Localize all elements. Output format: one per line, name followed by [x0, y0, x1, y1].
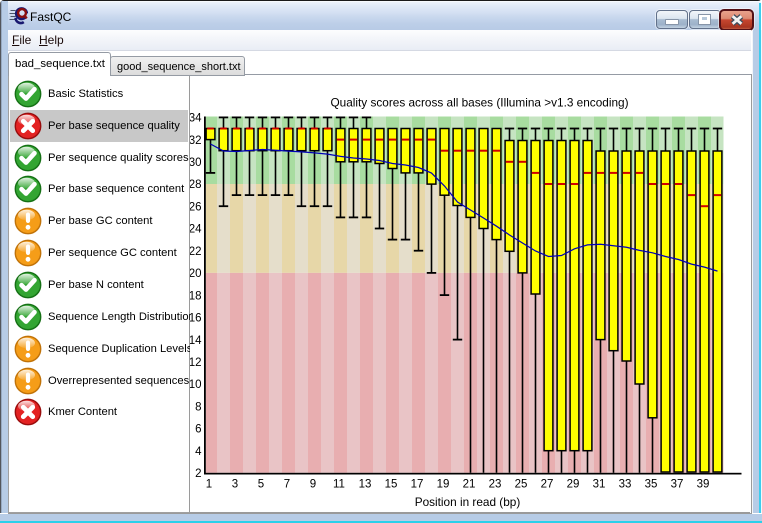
svg-text:3: 3: [232, 479, 238, 491]
svg-text:4: 4: [195, 446, 202, 458]
svg-text:37: 37: [671, 479, 684, 491]
svg-text:31: 31: [593, 479, 606, 491]
svg-text:35: 35: [645, 479, 658, 491]
svg-text:Quality scores across all base: Quality scores across all bases (Illumin…: [330, 95, 628, 109]
svg-text:15: 15: [385, 479, 398, 491]
svg-text:34: 34: [190, 113, 202, 125]
svg-text:39: 39: [697, 479, 710, 491]
svg-text:25: 25: [515, 479, 528, 491]
svg-text:7: 7: [284, 479, 290, 491]
svg-text:33: 33: [619, 479, 632, 491]
svg-text:11: 11: [333, 479, 345, 491]
svg-text:29: 29: [567, 479, 580, 491]
svg-text:10: 10: [190, 379, 202, 391]
svg-text:12: 12: [190, 357, 202, 369]
svg-text:20: 20: [190, 268, 202, 280]
svg-text:8: 8: [195, 401, 201, 413]
svg-text:9: 9: [310, 479, 316, 491]
svg-text:14: 14: [190, 335, 202, 347]
svg-text:22: 22: [190, 246, 202, 258]
svg-text:21: 21: [463, 479, 476, 491]
svg-text:6: 6: [195, 424, 201, 436]
svg-text:Position in read (bp): Position in read (bp): [415, 495, 521, 509]
svg-text:16: 16: [190, 313, 202, 325]
svg-text:13: 13: [359, 479, 372, 491]
svg-text:19: 19: [437, 479, 450, 491]
svg-text:32: 32: [190, 135, 202, 147]
svg-text:1: 1: [206, 479, 212, 491]
svg-text:5: 5: [258, 479, 264, 491]
svg-text:23: 23: [489, 479, 502, 491]
svg-text:28: 28: [190, 179, 202, 191]
svg-text:30: 30: [190, 157, 202, 169]
svg-text:2: 2: [195, 468, 201, 480]
svg-text:17: 17: [411, 479, 424, 491]
svg-text:24: 24: [190, 224, 202, 236]
svg-text:26: 26: [190, 201, 202, 213]
svg-text:18: 18: [190, 290, 202, 302]
svg-text:27: 27: [541, 479, 554, 491]
